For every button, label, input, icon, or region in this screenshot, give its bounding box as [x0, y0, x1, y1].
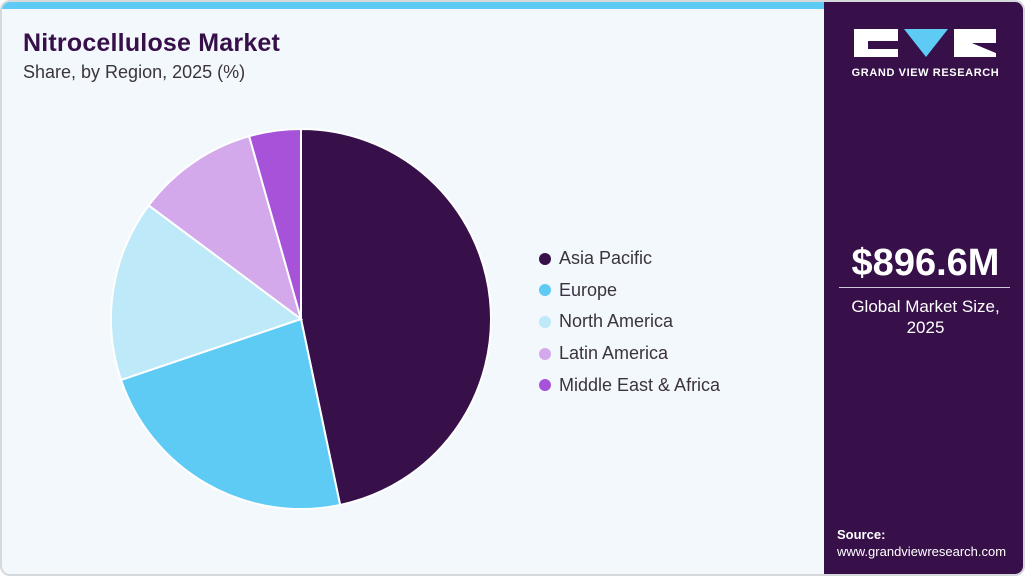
pie-slice-middle-east-africa	[247, 127, 302, 320]
pie-slice-north-america	[110, 203, 304, 382]
legend-label: Latin America	[559, 343, 669, 364]
pie-slice-europe	[119, 317, 342, 510]
legend-item-north-america: North America	[539, 306, 720, 338]
market-size-label: Global Market Size, 2025	[824, 296, 1023, 338]
legend-item-europe: Europe	[539, 275, 720, 307]
pie-svg	[110, 127, 492, 510]
legend-item-asia-pacific: Asia Pacific	[539, 243, 720, 275]
market-size-label-text: Global Market Size, 2025	[851, 297, 1000, 337]
chart-subtitle: Share, by Region, 2025 (%)	[23, 62, 246, 82]
source-label: Source:	[837, 527, 886, 542]
legend-item-latin-america: Latin America	[539, 338, 720, 370]
side-panel: GRAND VIEW RESEARCH $896.6M Global Marke…	[824, 2, 1023, 574]
source-link[interactable]: www.grandviewresearch.com	[837, 544, 1007, 559]
legend-label: North America	[559, 311, 674, 332]
legend-dot-icon	[539, 315, 551, 328]
legend-dot-icon	[539, 284, 551, 297]
top-accent-bar	[2, 2, 826, 9]
legend-dot-icon	[539, 379, 551, 392]
pie-chart	[109, 127, 493, 511]
legend-item-middle-east-africa: Middle East & Africa	[539, 369, 720, 401]
legend-dot-icon	[539, 347, 551, 360]
pie-slice-latin-america	[147, 134, 303, 322]
legend-label: Middle East & Africa	[559, 374, 721, 395]
pie-slice-asia-pacific	[300, 127, 492, 507]
legend-label: Asia Pacific	[559, 248, 653, 269]
gvr-logo-icon	[854, 29, 996, 57]
divider	[839, 287, 1010, 288]
chart-title: Nitrocellulose Market	[23, 29, 281, 57]
legend-dot-icon	[539, 252, 551, 265]
legend-label: Europe	[559, 279, 618, 300]
legend: Asia Pacific Europe North America Latin …	[539, 243, 720, 401]
market-size-value: $896.6M	[851, 242, 1000, 284]
logo-text: GRAND VIEW RESEARCH	[851, 67, 1000, 79]
